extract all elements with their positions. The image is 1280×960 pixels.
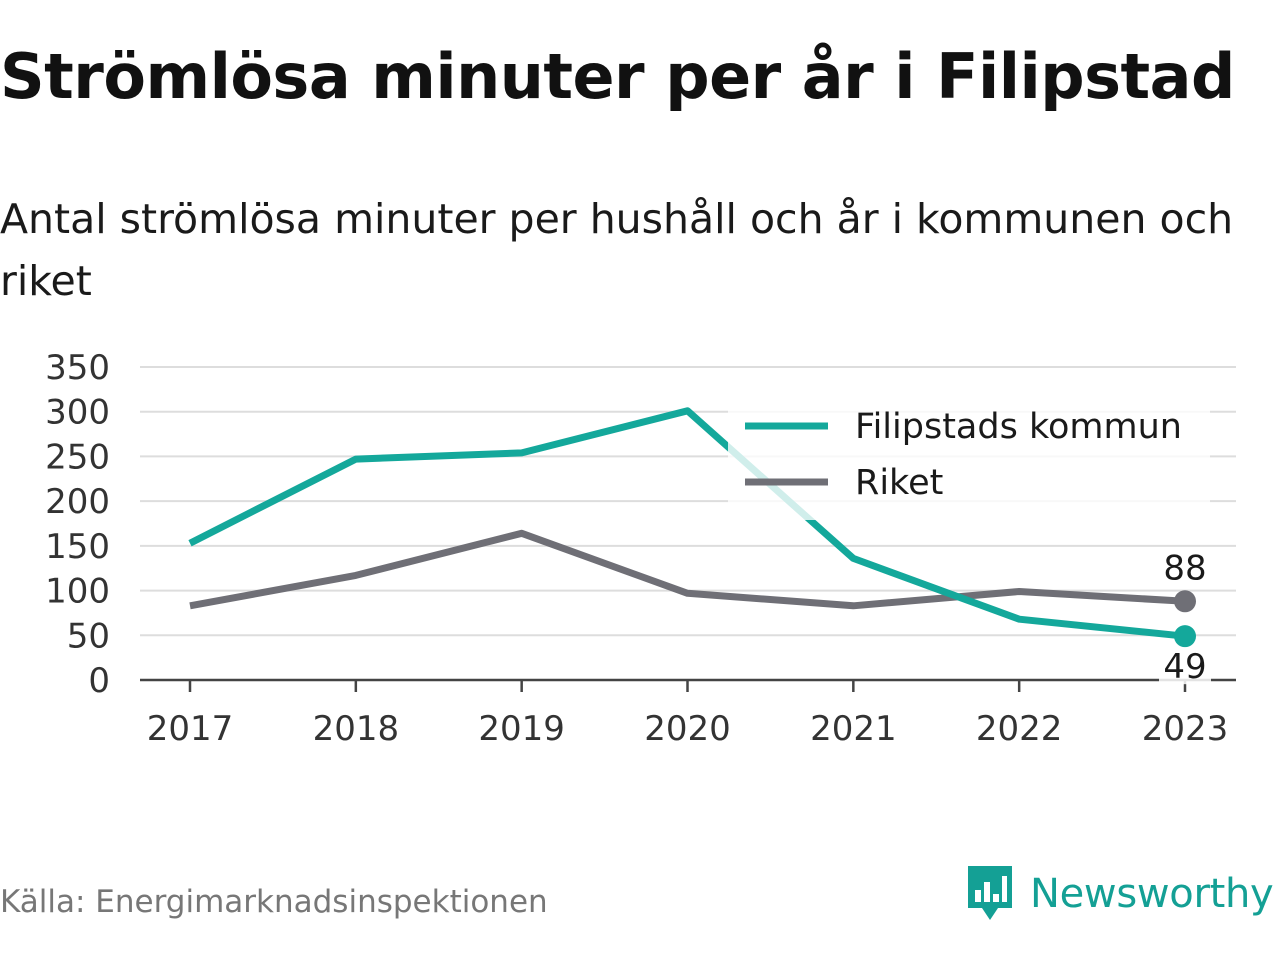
brand-logo: Newsworthy <box>964 862 1274 926</box>
y-tick-label: 300 <box>45 393 110 433</box>
series-line-1 <box>189 529 1186 610</box>
newsworthy-logo-icon <box>968 866 1012 920</box>
end-points: 49 88 <box>1159 548 1211 687</box>
y-tick-label: 100 <box>45 572 110 612</box>
end-label-background <box>1159 648 1211 685</box>
chart-subtitle: Antal strömlösa minuter per hushåll och … <box>0 195 1234 305</box>
end-point-1 <box>1174 590 1196 613</box>
series-line-0 <box>188 407 1186 640</box>
series-lines <box>188 407 1186 640</box>
legend-label: Riket <box>855 463 943 503</box>
legend-background <box>728 400 1210 520</box>
legend: Filipstads kommun Riket <box>728 400 1210 520</box>
x-tick-label: 2017 <box>147 709 234 749</box>
y-tick-label: 350 <box>45 348 110 388</box>
y-tick-label: 200 <box>45 482 110 522</box>
y-tick-label: 50 <box>67 616 110 656</box>
brand-name: Newsworthy <box>1030 871 1274 917</box>
x-tick-label: 2022 <box>976 709 1063 749</box>
x-tick-label: 2019 <box>478 709 565 749</box>
x-tick-label: 2020 <box>644 709 731 749</box>
chart-title: Strömlösa minuter per år i Filipstad <box>0 40 1235 113</box>
x-tick-label: 2018 <box>313 709 400 749</box>
y-tick-label: 250 <box>45 437 110 477</box>
x-axis: 2017 2018 2019 2020 2021 2022 2023 <box>140 678 1236 749</box>
x-tick-label: 2023 <box>1142 709 1229 749</box>
y-tick-label: 0 <box>88 661 110 701</box>
source-note: Källa: Energimarknadsinspektionen <box>0 884 548 920</box>
legend-label: Filipstads kommun <box>855 407 1182 447</box>
x-tick-label: 2021 <box>810 709 897 749</box>
end-point-0 <box>1174 625 1196 648</box>
end-value-label: 88 <box>1163 548 1206 588</box>
y-tick-label: 150 <box>45 527 110 567</box>
end-value-label: 49 <box>1163 647 1206 687</box>
